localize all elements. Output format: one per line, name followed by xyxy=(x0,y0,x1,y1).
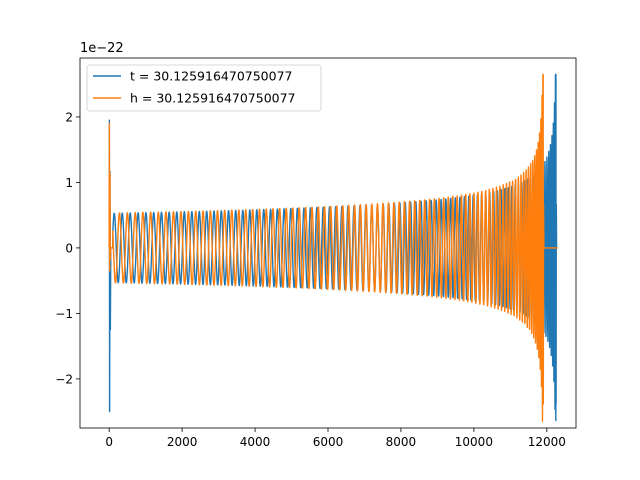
x-tick-label: 8000 xyxy=(386,435,417,449)
legend-label-h: h = 30.125916470750077 xyxy=(130,91,296,106)
x-tick-label: 12000 xyxy=(528,435,566,449)
y-tick-label: −2 xyxy=(55,372,73,386)
x-tick-label: 0 xyxy=(105,435,113,449)
y-tick-label: 1 xyxy=(65,176,73,190)
legend-box xyxy=(86,64,322,112)
y-tick-label: 0 xyxy=(65,241,73,255)
y-tick-label: 2 xyxy=(65,110,73,124)
series-line-h xyxy=(108,73,558,422)
y-offset-label: 1e−22 xyxy=(80,41,124,56)
x-tick-label: 2000 xyxy=(167,435,198,449)
x-tick-label: 6000 xyxy=(313,435,344,449)
legend-label-t: t = 30.125916470750077 xyxy=(130,69,293,84)
plot-area xyxy=(108,73,558,422)
y-axis: −2 −1 0 1 2 xyxy=(55,110,80,386)
legend: t = 30.125916470750077 h = 30.1259164707… xyxy=(86,64,322,112)
x-axis: 0 2000 4000 6000 8000 10000 12000 xyxy=(105,428,566,449)
series-layer xyxy=(108,73,558,422)
x-tick-label: 4000 xyxy=(240,435,271,449)
x-tick-label: 10000 xyxy=(455,435,493,449)
y-tick-label: −1 xyxy=(55,307,73,321)
